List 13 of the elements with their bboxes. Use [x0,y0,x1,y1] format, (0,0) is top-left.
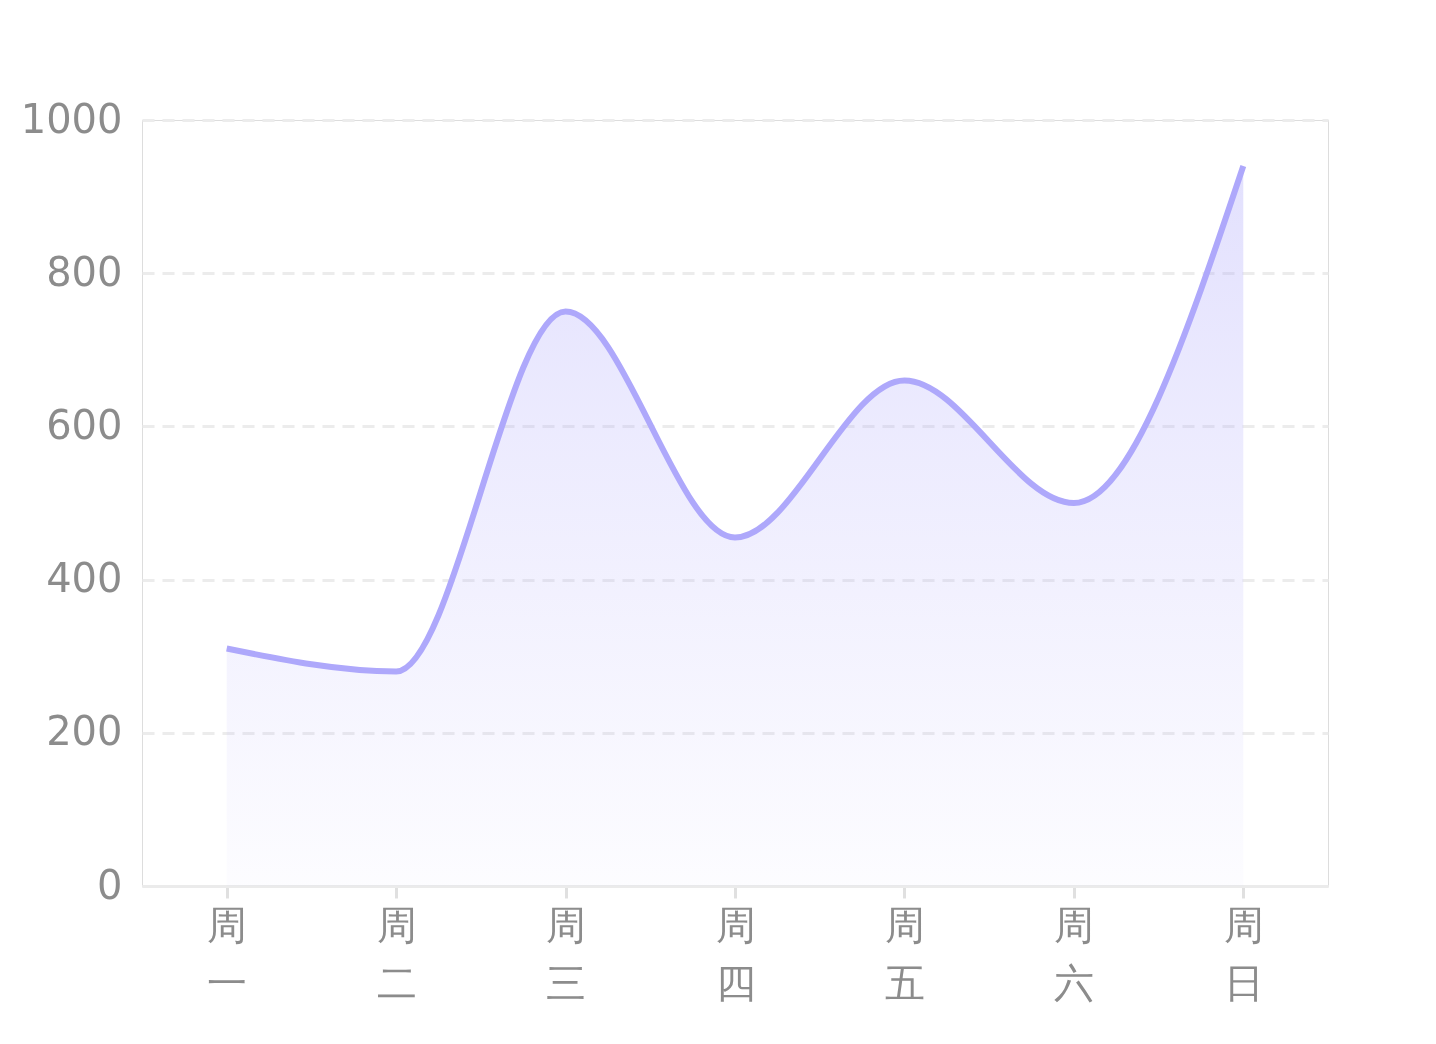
y-tick-label: 600 [46,401,123,448]
x-tick-label: 周六 [1054,901,1095,1006]
x-tick-label: 周四 [715,901,756,1006]
x-tick-label: 周三 [546,901,587,1006]
y-tick-label: 800 [46,248,123,295]
y-tick-label: 400 [46,555,123,602]
y-tick-label: 200 [46,708,123,755]
x-tick-label: 周五 [884,901,925,1006]
x-tick-label: 周二 [376,901,417,1006]
y-tick-label: 1000 [20,95,123,142]
x-tick-label: 周日 [1223,901,1264,1006]
x-tick-label: 周一 [207,901,248,1006]
y-tick-label: 0 [97,861,123,908]
